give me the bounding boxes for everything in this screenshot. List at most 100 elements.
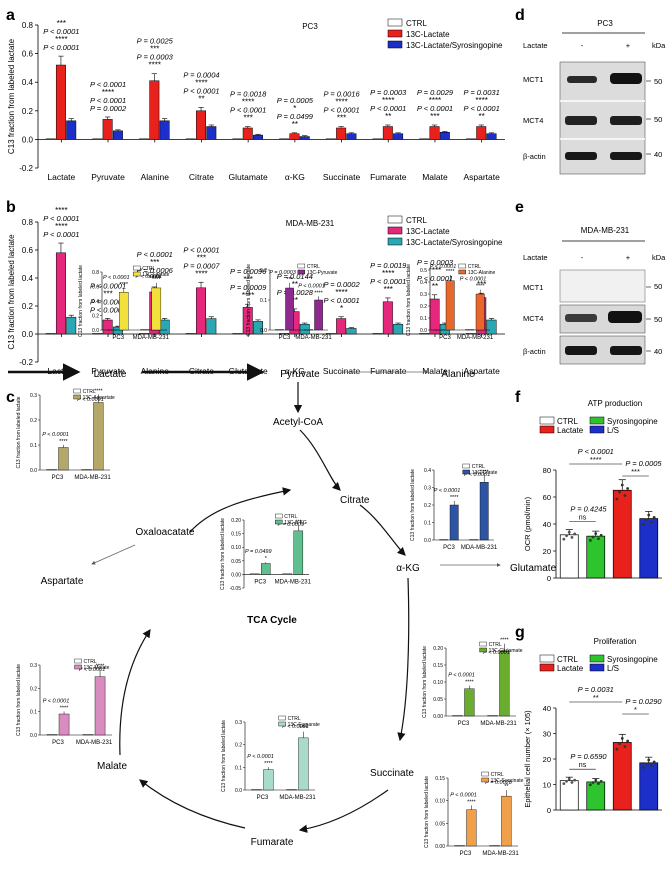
node-citrate: Citrate (340, 495, 370, 506)
bar-ctrl (249, 573, 260, 575)
data-point (594, 532, 598, 536)
y-tick-label: 0.4 (22, 78, 34, 87)
bar-ctrl (46, 734, 58, 736)
y-axis-label: C13 fraction from labeled lactate (16, 396, 22, 468)
y-axis-label: C13 fraction from labeled lactate (7, 234, 16, 350)
kda-label: kDa (652, 41, 666, 50)
significance-stars: ** (198, 94, 204, 103)
y-tick-label: 0.15 (433, 663, 443, 669)
bar-labeled (58, 447, 69, 471)
condition-minus: - (581, 253, 584, 262)
bar (486, 133, 497, 140)
x-tick-label: MDA-MB-231 (457, 335, 494, 341)
bar-labeled (285, 287, 294, 331)
y-axis-label: Epithelial cell number (× 105) (523, 710, 532, 808)
y-tick-label: 0.0 (420, 328, 427, 334)
y-tick-label: 0.6 (22, 50, 34, 59)
legend-label: 13C-Lactate (406, 30, 450, 39)
panel-label-f: f (515, 389, 521, 406)
bar (346, 328, 357, 335)
data-point (565, 779, 568, 783)
marker-40: 40 (654, 150, 662, 159)
marker-40: 40 (654, 347, 662, 356)
tca-cycle-title: TCA Cycle (247, 615, 297, 626)
legend-label: L/S (607, 426, 619, 435)
x-tick-label: MDA-MB-231 (295, 335, 332, 341)
significance-stars: **** (60, 705, 69, 711)
y-tick-label: 0.10 (231, 545, 241, 551)
legend-label: CTRL (489, 642, 502, 648)
x-tick-label: Fumarate (370, 366, 407, 376)
legend-label: 13C-Alanine (468, 270, 496, 276)
legend-label: CTRL (142, 266, 155, 272)
p-value-label: P < 0.0001 (183, 245, 219, 254)
y-tick-label: 0.0 (260, 328, 267, 334)
legend-swatch (479, 641, 487, 647)
p-value-label: P < 0.0001 (183, 86, 219, 95)
data-point (623, 745, 627, 748)
p-value-label: P = 0.0096 (230, 267, 267, 276)
significance-stars: *** (384, 285, 393, 294)
mini-chart-9: 0.00 0.05 0.10 0.15 C13 fraction from labele… (424, 771, 524, 857)
p-value-label: P = 0.0003 (137, 53, 174, 62)
p-value-label: P = 0.0002 (323, 280, 360, 289)
bar-ctrl (489, 845, 500, 847)
bar-labeled (464, 688, 475, 717)
p-value-label: P < 0.0001 (77, 397, 104, 403)
chart-title: PC3 (302, 22, 318, 31)
y-tick-label: 30 (543, 730, 551, 739)
p-value-label: P = 0.0003 (370, 88, 407, 97)
p-value-label: P = 0.0003 (417, 258, 454, 267)
bar (559, 534, 579, 579)
legend-swatch (297, 269, 306, 275)
y-tick-label: -0.2 (19, 358, 33, 367)
data-point (647, 513, 651, 517)
blot-band (565, 346, 597, 355)
bar-ctrl (452, 715, 463, 717)
y-tick-label: 0.4 (22, 274, 34, 283)
legend-swatch (278, 715, 286, 721)
significance-stars: **** (149, 274, 161, 283)
bar (586, 781, 606, 811)
panel-label-a: a (6, 7, 15, 24)
data-point (641, 766, 645, 769)
p-value-label: P = 0.0009 (277, 522, 304, 528)
legend-swatch (462, 469, 470, 475)
data-point (594, 778, 598, 782)
legend-label: Lactate (557, 664, 584, 673)
bar (372, 138, 383, 140)
node-oxaloacatate: Oxaloacatate (136, 527, 195, 538)
marker-50: 50 (654, 282, 662, 291)
mini-chart-4: 0.0 0.1 0.2 0.3 0.4 C13 fraction from labeled… (410, 463, 498, 551)
node-aspartate: Aspartate (41, 576, 84, 587)
y-tick-label: 0.2 (260, 268, 267, 274)
y-tick-label: 0.0 (424, 538, 431, 544)
significance-stars: **** (450, 495, 459, 501)
significance-stars: *** (150, 258, 159, 267)
data-point (588, 783, 592, 787)
significance-stars: **** (382, 269, 394, 278)
legend-swatch (539, 416, 555, 425)
significance-stars: **** (264, 761, 273, 767)
significance-stars: **** (195, 78, 207, 87)
p-value-label: P = 0.0019 (370, 261, 407, 270)
y-tick-label: 0.10 (435, 799, 445, 805)
bar (439, 132, 450, 140)
bar (419, 138, 430, 140)
bar-labeled (298, 737, 309, 791)
significance-stars: **** (242, 98, 254, 107)
legend-swatch (275, 513, 283, 519)
y-tick-label: 0.2 (22, 107, 34, 116)
p-value-label: P = 0.0028 (485, 780, 512, 786)
p-value-label: P < 0.0001 (448, 673, 475, 679)
significance-stars: **** (195, 269, 207, 278)
marker-50: 50 (654, 77, 662, 86)
p-value-label: P = 0.0031 (464, 88, 500, 97)
y-tick-label: 0.15 (231, 532, 241, 538)
significance-stars: * (293, 104, 296, 113)
significance-stars: **** (429, 266, 441, 275)
bar-labeled (479, 482, 489, 541)
bar (253, 134, 263, 140)
kda-label: kDa (652, 253, 666, 262)
y-tick-label: 0.05 (433, 697, 443, 703)
